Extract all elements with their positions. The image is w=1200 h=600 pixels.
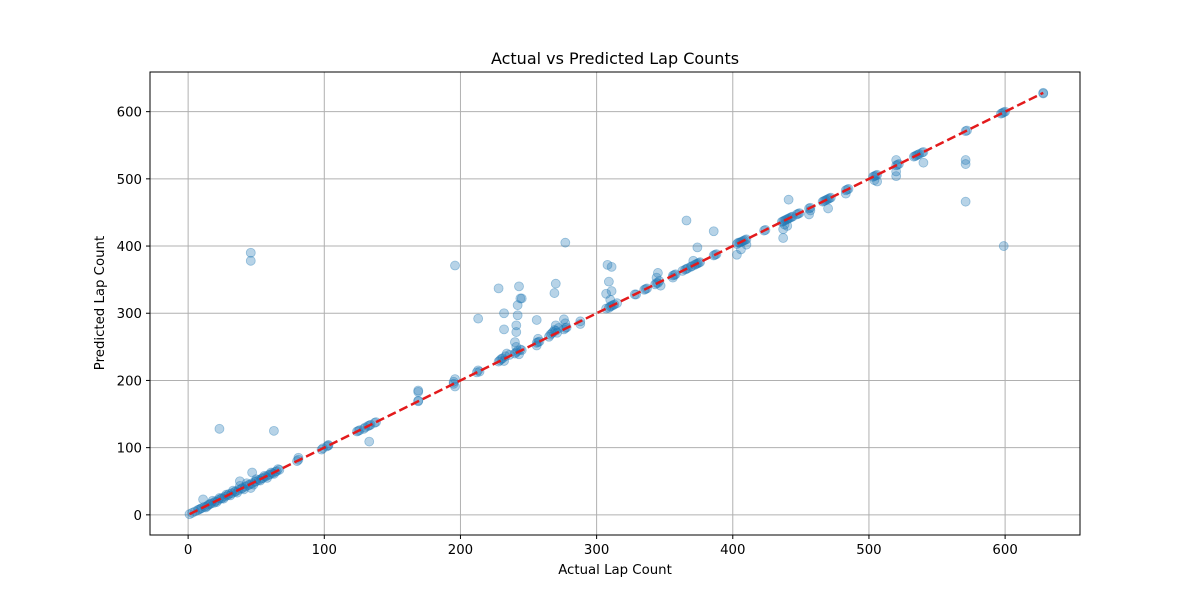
scatter-point bbox=[692, 242, 703, 253]
scatter-point bbox=[512, 310, 523, 321]
y-tick-label: 200 bbox=[117, 374, 142, 389]
scatter-point bbox=[245, 247, 256, 258]
scatter-point bbox=[514, 281, 524, 292]
scatter-point bbox=[601, 288, 612, 299]
scatter-point bbox=[651, 272, 662, 283]
scatter-point bbox=[960, 196, 971, 207]
scatter-point bbox=[214, 423, 225, 434]
scatter-point bbox=[731, 249, 742, 260]
plot-area-frame bbox=[149, 71, 1081, 536]
y-tick-label: 0 bbox=[134, 509, 142, 524]
x-tick-label: 500 bbox=[856, 543, 881, 558]
x-tick-label: 0 bbox=[184, 543, 192, 558]
axis-ticks: 0 100 200 300 400 500 600 0 100 200 300 400 500 600 bbox=[117, 106, 1018, 558]
scatter-point bbox=[550, 320, 561, 331]
scatter-point bbox=[960, 159, 971, 169]
scatter-point bbox=[782, 220, 793, 231]
scatter-point bbox=[413, 385, 424, 396]
scatter-point bbox=[559, 314, 569, 325]
scatter-point bbox=[741, 239, 752, 250]
scatter-point bbox=[511, 341, 522, 352]
scatter-point bbox=[511, 320, 522, 331]
y-tick-label: 100 bbox=[117, 442, 142, 457]
scatter-point bbox=[606, 286, 617, 296]
scatter-point bbox=[515, 293, 526, 304]
x-tick-label: 300 bbox=[584, 543, 609, 558]
reference-line bbox=[188, 91, 1044, 516]
scatter-point bbox=[493, 283, 504, 294]
scatter-point bbox=[960, 155, 971, 165]
scatter-point bbox=[269, 425, 279, 436]
scatter-point bbox=[510, 337, 520, 348]
scatter-point bbox=[778, 224, 789, 235]
scatter-point bbox=[918, 157, 929, 168]
scatter-point bbox=[499, 308, 509, 319]
scatter-point bbox=[413, 386, 424, 397]
scatter-point bbox=[198, 494, 209, 505]
x-tick-label: 200 bbox=[448, 543, 473, 558]
scatter-point bbox=[245, 255, 256, 266]
y-tick-label: 500 bbox=[117, 173, 142, 188]
scatter-point bbox=[450, 260, 460, 271]
scatter-point bbox=[681, 215, 692, 226]
scatter-point bbox=[247, 467, 258, 478]
scatter-point bbox=[516, 293, 527, 304]
scatter-point bbox=[783, 194, 794, 205]
x-tick-label: 600 bbox=[992, 543, 1017, 558]
scatter-point bbox=[823, 203, 833, 214]
y-tick-label: 400 bbox=[117, 240, 142, 255]
scatter-point bbox=[499, 324, 509, 335]
y-tick-label: 300 bbox=[117, 307, 142, 322]
scatter-point bbox=[234, 476, 245, 487]
scatter-point bbox=[531, 315, 542, 325]
scatter-point bbox=[891, 166, 902, 177]
scatter-point bbox=[603, 276, 614, 287]
scatter-point bbox=[512, 300, 523, 311]
y-axis-label: Predicted Lap Count bbox=[93, 236, 108, 370]
scatter-point bbox=[652, 268, 663, 278]
chart-title: Actual vs Predicted Lap Counts bbox=[491, 49, 739, 68]
grid bbox=[150, 72, 1080, 535]
scatter-point bbox=[560, 237, 571, 248]
scatter-point bbox=[550, 278, 561, 289]
x-axis-label: Actual Lap Count bbox=[558, 563, 672, 578]
reference-line-group bbox=[188, 91, 1044, 516]
scatter-point bbox=[891, 171, 902, 182]
scatter-point bbox=[872, 176, 883, 187]
y-tick-label: 600 bbox=[117, 106, 142, 121]
scatter-point bbox=[708, 226, 719, 237]
x-tick-label: 100 bbox=[312, 543, 337, 558]
scatter-point bbox=[606, 261, 617, 272]
scatter-point bbox=[549, 288, 560, 298]
scatter-point bbox=[778, 233, 789, 243]
scatter-point bbox=[891, 155, 902, 165]
scatter-point bbox=[323, 440, 334, 450]
scatter-point bbox=[511, 327, 522, 337]
scatter-point bbox=[998, 241, 1009, 251]
scatter-point bbox=[364, 436, 375, 447]
scatter-point bbox=[804, 209, 814, 220]
scatter-point bbox=[605, 294, 616, 305]
scatter-point bbox=[473, 313, 484, 324]
scatter-point bbox=[736, 244, 746, 255]
scatter-point bbox=[450, 374, 460, 384]
scatter-point bbox=[602, 259, 613, 270]
x-tick-label: 400 bbox=[720, 543, 745, 558]
